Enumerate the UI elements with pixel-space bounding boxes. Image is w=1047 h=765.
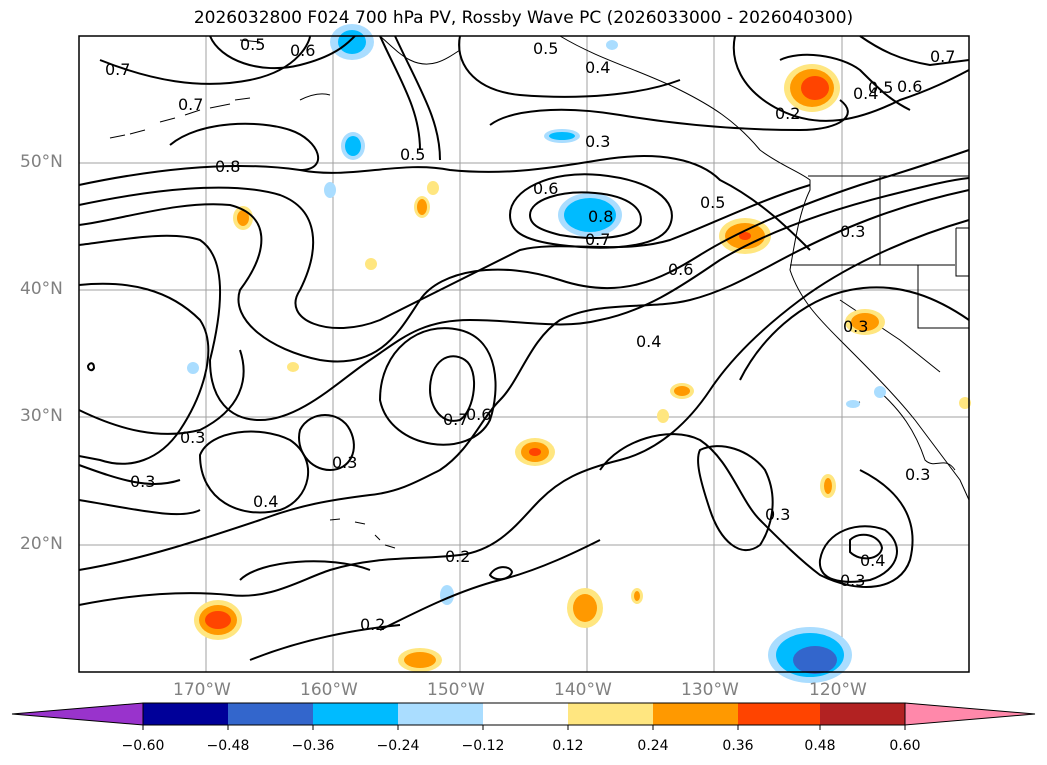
lat-label-30n: 30°N	[20, 406, 63, 426]
contour-label: 0.5	[533, 39, 558, 58]
colorbar-bin	[398, 703, 483, 725]
colorbar-tick-label: 0.36	[722, 738, 754, 754]
contour-label: 0.4	[636, 332, 661, 351]
contour-label: 0.7	[105, 60, 130, 79]
contour-label: 0.4	[860, 551, 885, 570]
colorbar-extend-min	[11, 702, 144, 726]
map-title: 2026032800 F024 700 hPa PV, Rossby Wave …	[193, 8, 854, 28]
contour-label: 0.5	[868, 78, 893, 97]
colorbar-tick-label: −0.36	[291, 738, 335, 754]
contour-label: 0.2	[775, 104, 800, 123]
lon-label-150w: 150°W	[427, 680, 485, 700]
contour-label: 0.6	[466, 405, 491, 424]
contour-label: 0.3	[180, 428, 205, 447]
colorbar-tick-label: −0.60	[121, 738, 165, 754]
colorbar-tick-label: −0.48	[206, 738, 250, 754]
contour-label: 0.3	[840, 222, 865, 241]
colorbar-tick-label: −0.12	[461, 738, 505, 754]
lat-label-50n: 50°N	[20, 152, 63, 172]
colorbar-bin	[313, 703, 398, 725]
colorbar-tick-label: 0.12	[552, 738, 584, 754]
lat-label-40n: 40°N	[20, 279, 63, 299]
lon-label-170w: 170°W	[173, 680, 231, 700]
pv-contours	[78, 35, 970, 661]
lon-label-120w: 120°W	[809, 680, 867, 700]
contour-label: 0.2	[445, 547, 470, 566]
contour-label: 0.4	[253, 492, 278, 511]
colorbar-tick-label: −0.24	[376, 738, 420, 754]
contour-label: 0.3	[905, 465, 930, 484]
contour-label: 0.6	[533, 179, 558, 198]
contour-label: 0.7	[930, 47, 955, 66]
lat-label-20n: 20°N	[20, 534, 63, 554]
contour-label: 0.3	[840, 571, 865, 590]
contour-label: 0.4	[585, 58, 610, 77]
contour-label: 0.8	[588, 207, 613, 226]
contour-label: 0.7	[443, 410, 468, 429]
map-background	[79, 36, 969, 672]
colorbar-bin	[653, 703, 738, 725]
colorbar-tick-label: 0.24	[637, 738, 669, 754]
map-frame	[78, 35, 970, 673]
colorbar	[11, 702, 1036, 730]
contour-label: 0.3	[130, 472, 155, 491]
contour-label: 0.4	[853, 84, 878, 103]
contour-label: 0.6	[668, 260, 693, 279]
colorbar-bin	[568, 703, 653, 725]
contour-label: 0.3	[585, 132, 610, 151]
contour-labels: 0.5 0.6 0.7 0.7 0.8 0.5 0.5 0.4 0.3 0.6 …	[105, 35, 955, 634]
contour-label: 0.3	[765, 505, 790, 524]
graticule	[79, 36, 969, 672]
lon-label-130w: 130°W	[681, 680, 739, 700]
contour-label: 0.2	[360, 615, 385, 634]
colorbar-bin	[820, 703, 905, 725]
contour-label: 0.3	[843, 317, 868, 336]
colorbar-tick-label: 0.48	[804, 738, 836, 754]
lon-label-160w: 160°W	[300, 680, 358, 700]
contour-label: 0.7	[178, 95, 203, 114]
colorbar-bin	[143, 703, 228, 725]
contour-label: 0.5	[240, 35, 265, 54]
colorbar-bin	[228, 703, 313, 725]
contour-label: 0.8	[215, 157, 240, 176]
contour-label: 0.3	[332, 453, 357, 472]
negative-anomaly-shading	[187, 24, 886, 683]
contour-label: 0.5	[700, 193, 725, 212]
lon-label-140w: 140°W	[554, 680, 612, 700]
contour-label: 0.6	[897, 77, 922, 96]
colorbar-bin	[483, 703, 568, 725]
contour-label: 0.6	[290, 41, 315, 60]
contour-label: 0.7	[585, 230, 610, 249]
colorbar-tick-label: 0.60	[889, 738, 921, 754]
contour-label: 0.5	[400, 145, 425, 164]
colorbar-extend-max	[904, 702, 1036, 726]
colorbar-bin	[738, 703, 820, 725]
